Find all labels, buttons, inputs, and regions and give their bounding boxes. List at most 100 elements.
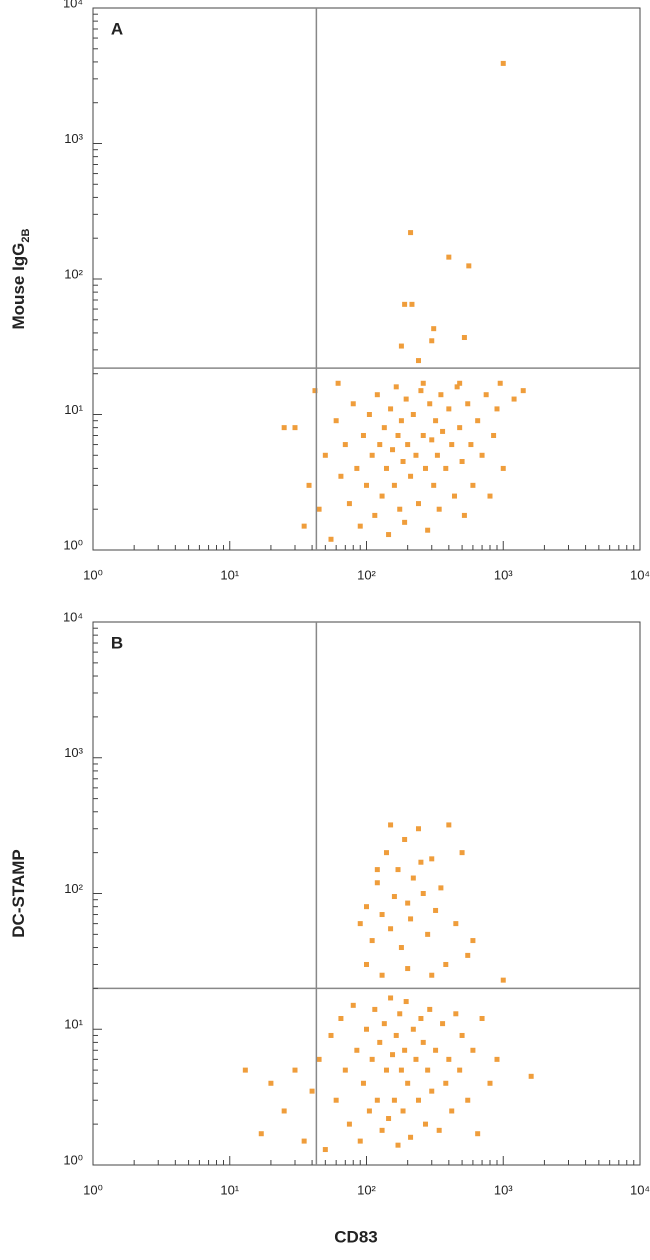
point <box>420 432 426 438</box>
point <box>402 301 408 307</box>
y-tick-label: 10³ <box>64 745 83 760</box>
point <box>446 254 452 260</box>
y-axis-label-main: Mouse IgG <box>9 243 28 330</box>
point <box>328 536 334 542</box>
point <box>408 230 414 236</box>
point <box>449 442 455 448</box>
point <box>309 1088 315 1094</box>
point <box>390 1052 396 1058</box>
point <box>491 432 497 438</box>
point <box>431 326 437 332</box>
point <box>322 452 328 458</box>
point <box>391 1097 397 1103</box>
x-tick-label: 10² <box>357 567 376 582</box>
y-tick-label: 10⁰ <box>63 1152 83 1167</box>
y-axis-label: DC-STAMP <box>9 849 28 937</box>
point <box>446 1056 452 1062</box>
point <box>413 1056 419 1062</box>
point <box>350 401 356 407</box>
point <box>333 418 339 424</box>
point <box>316 1056 322 1062</box>
point <box>388 995 394 1001</box>
x-tick-label: 10² <box>357 1182 376 1197</box>
point <box>374 867 380 873</box>
point <box>425 1067 431 1073</box>
point <box>418 388 424 394</box>
point <box>402 1047 408 1053</box>
point <box>398 343 404 349</box>
y-axis-label-sub: 2B <box>20 228 32 242</box>
point <box>466 263 472 269</box>
point <box>425 931 431 937</box>
point <box>497 380 503 386</box>
point <box>242 1067 248 1073</box>
point <box>446 822 452 828</box>
point <box>427 401 433 407</box>
point <box>364 961 369 967</box>
point <box>511 396 517 402</box>
point <box>429 972 435 978</box>
point <box>465 401 471 407</box>
point <box>408 473 414 479</box>
point <box>418 1016 424 1022</box>
point <box>366 412 372 417</box>
x-tick-label: 10⁰ <box>83 567 103 582</box>
point <box>366 1108 372 1114</box>
point <box>420 1039 426 1045</box>
point <box>528 1073 534 1079</box>
point <box>372 512 378 518</box>
point <box>258 1131 264 1137</box>
point <box>483 392 489 398</box>
point <box>360 1080 366 1086</box>
point <box>465 1097 471 1103</box>
y-tick-label: 10² <box>64 881 83 896</box>
point <box>338 473 344 479</box>
point <box>386 1116 392 1122</box>
point <box>364 1026 369 1032</box>
point <box>443 1080 449 1086</box>
point <box>475 1131 481 1137</box>
point <box>415 501 421 507</box>
point <box>429 1088 435 1094</box>
point <box>395 432 401 438</box>
point <box>457 425 463 431</box>
point <box>369 452 375 458</box>
point <box>301 523 307 529</box>
point <box>470 1047 476 1053</box>
point <box>409 301 415 307</box>
point <box>461 512 467 518</box>
point <box>418 859 424 865</box>
point <box>350 1002 356 1008</box>
point <box>436 1127 442 1133</box>
y-tick-label: 10¹ <box>64 1017 83 1032</box>
point <box>397 506 403 512</box>
point <box>393 384 399 390</box>
point <box>383 1067 389 1073</box>
point <box>369 1056 375 1062</box>
point <box>379 972 385 978</box>
point <box>333 1097 339 1103</box>
point <box>410 1026 416 1032</box>
point <box>475 418 481 424</box>
point <box>391 894 397 900</box>
point <box>453 1011 459 1017</box>
point <box>500 977 506 983</box>
point <box>429 437 435 443</box>
point <box>443 465 449 471</box>
point <box>322 1147 328 1153</box>
point <box>410 412 416 417</box>
point <box>431 482 437 488</box>
point <box>377 1039 383 1045</box>
point <box>402 836 408 842</box>
point <box>395 1142 401 1148</box>
point <box>457 1067 463 1073</box>
point <box>461 335 467 341</box>
point <box>425 527 431 533</box>
point <box>381 1021 387 1027</box>
point <box>379 1127 385 1133</box>
point <box>415 826 421 832</box>
point <box>433 418 439 424</box>
point <box>420 380 426 386</box>
point <box>451 493 457 499</box>
y-tick-label: 10⁴ <box>63 0 83 10</box>
